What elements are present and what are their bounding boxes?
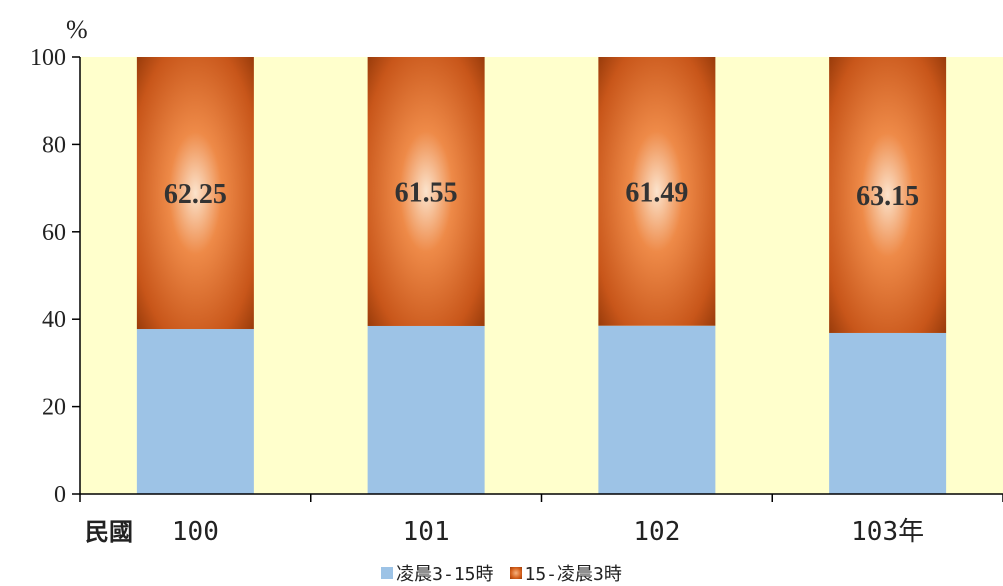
stacked-bar-chart: 62.25 61.55 61.49 63.15 0 20 40 60 80 100 100 101… <box>30 15 1003 547</box>
bar-blue-101 <box>367 325 485 494</box>
legend-item-orange: 15-凌晨3時 <box>509 560 622 586</box>
y-unit-label: % <box>66 15 88 44</box>
x-tick-label-101: 101 <box>403 517 450 547</box>
y-axis: 0 20 40 60 80 100 <box>30 45 81 508</box>
legend-label-orange: 15-凌晨3時 <box>524 563 622 585</box>
data-label-102: 61.49 <box>625 177 688 208</box>
legend-item-blue: 凌晨3-15時 <box>381 560 494 586</box>
data-label-100: 62.25 <box>164 179 227 210</box>
y-tick-label-40: 40 <box>42 307 66 333</box>
x-prefix-label: 民國 <box>85 518 133 546</box>
x-axis: 100 101 102 103年 <box>79 493 1003 547</box>
bar-orange-102 <box>598 57 716 326</box>
bar-orange-103年 <box>829 57 947 333</box>
y-tick-label-20: 20 <box>42 395 66 421</box>
data-label-101: 61.55 <box>395 177 458 208</box>
bar-blue-100 <box>136 329 254 494</box>
y-tick-label-80: 80 <box>42 132 66 158</box>
x-tick-label-103年: 103年 <box>851 517 924 547</box>
x-tick-label-100: 100 <box>172 517 219 547</box>
bar-blue-103年 <box>829 332 947 494</box>
legend-swatch-blue <box>381 566 394 579</box>
data-label-103年: 63.15 <box>856 181 919 212</box>
legend-swatch-orange <box>509 566 522 579</box>
y-tick-label-0: 0 <box>54 482 66 508</box>
legend: 凌晨3-15時 15-凌晨3時 <box>0 560 1003 585</box>
x-tick-label-102: 102 <box>633 517 680 547</box>
bar-blue-102 <box>598 325 716 494</box>
data-labels-group: 62.25 61.55 61.49 63.15 <box>164 177 919 212</box>
y-tick-label-60: 60 <box>42 220 66 246</box>
legend-label-blue: 凌晨3-15時 <box>396 563 494 585</box>
bars-group <box>136 57 947 494</box>
bar-orange-100 <box>136 57 254 330</box>
y-tick-label-100: 100 <box>30 45 66 71</box>
bar-orange-101 <box>367 57 485 326</box>
